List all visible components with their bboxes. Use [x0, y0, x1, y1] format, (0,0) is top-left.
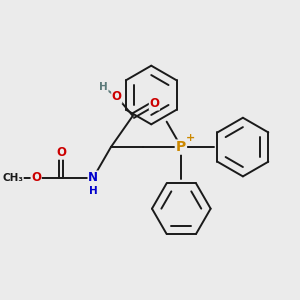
Text: +: + [186, 133, 195, 143]
Text: O: O [112, 90, 122, 103]
Text: O: O [56, 146, 66, 159]
Text: P: P [176, 140, 186, 154]
Text: H: H [99, 82, 108, 92]
Text: N: N [88, 171, 98, 184]
Text: CH₃: CH₃ [2, 172, 23, 182]
Text: O: O [149, 97, 159, 110]
Text: H: H [89, 186, 98, 196]
Text: O: O [31, 171, 41, 184]
